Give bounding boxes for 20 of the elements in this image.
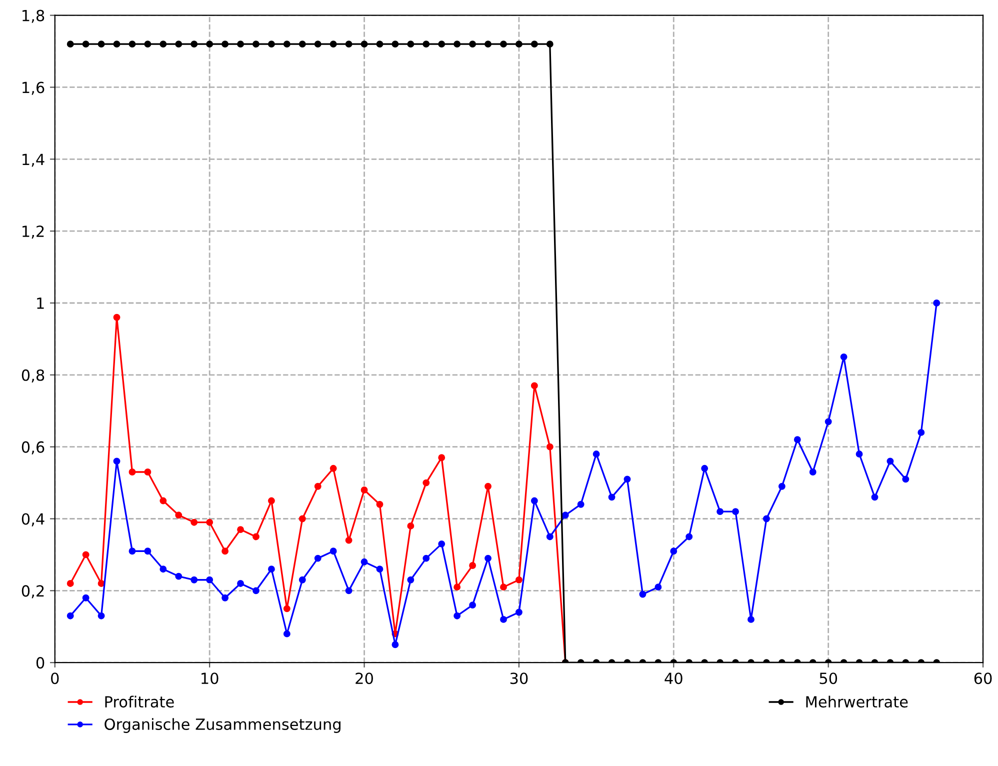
x-tick-label: 20	[356, 672, 373, 684]
x-tick-label: 0	[51, 672, 59, 684]
y-tick-label: 0	[36, 657, 44, 669]
legend-label: Mehrwertrate	[806, 696, 908, 708]
x-tick-label: 10	[202, 672, 218, 684]
x-tick-label: 40	[664, 672, 682, 684]
x-tick-label: 30	[510, 672, 528, 684]
y-tick-label: 0,4	[22, 513, 44, 526]
y-tick-label: 1,4	[22, 154, 44, 167]
y-tick-label: 0,2	[22, 585, 44, 598]
y-tick-label: 1,2	[22, 226, 44, 239]
y-tick-label: 1,6	[22, 82, 44, 95]
x-tick-label: 50	[820, 672, 838, 684]
x-tick-label: 60	[974, 672, 992, 684]
y-tick-label: 1	[37, 298, 44, 309]
legend-label: Profitrate	[105, 696, 174, 708]
y-tick-label: 1,8	[22, 10, 44, 23]
y-tick-label: 0,8	[22, 369, 44, 382]
legend-label: Organische Zusammensetzung	[104, 718, 340, 733]
y-tick-label: 0,6	[22, 441, 44, 454]
